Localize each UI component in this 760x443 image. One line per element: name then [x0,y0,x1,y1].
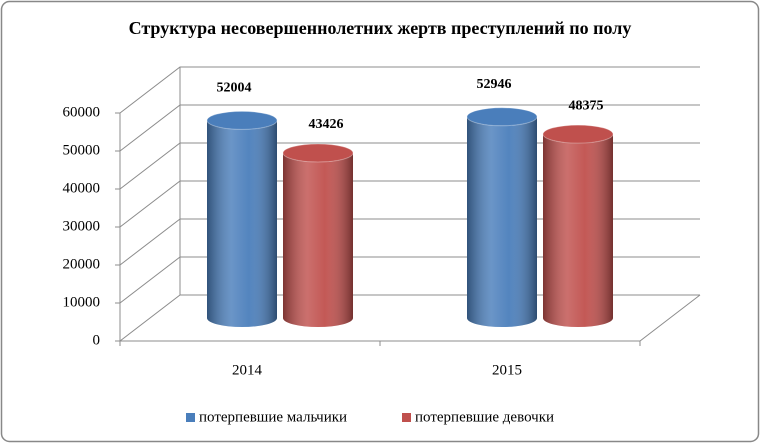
cylinder-shade [207,120,277,328]
y-tick-label: 20000 [63,256,101,272]
value-label: 52946 [477,77,512,92]
cylinder-top [466,107,538,127]
x-tick-label: 2015 [492,362,522,378]
cylinder-shade [467,116,537,327]
legend-label: потерпевшие мальчики [199,409,347,425]
chart-title: Структура несовершеннолетних жертв прест… [129,18,632,38]
y-tick-label: 0 [93,332,101,348]
legend-label: потерпевшие девочки [415,409,554,425]
x-tick-label: 2014 [232,362,263,378]
y-tick-label: 10000 [63,294,101,310]
cylinder-shade [543,134,613,327]
cylinder-shade [283,152,353,327]
value-label: 52004 [217,81,252,96]
y-tick-label: 40000 [63,180,101,196]
value-label: 48375 [569,98,604,113]
y-tick-label: 50000 [63,142,101,158]
legend-swatch [402,413,411,422]
y-tick-label: 30000 [63,218,101,234]
legend-swatch [186,413,195,422]
cylinder-top [282,143,354,163]
cylinder-top [206,110,278,130]
value-label: 43426 [309,117,344,132]
cylinder-top [542,124,614,144]
y-tick-label: 60000 [63,104,101,120]
